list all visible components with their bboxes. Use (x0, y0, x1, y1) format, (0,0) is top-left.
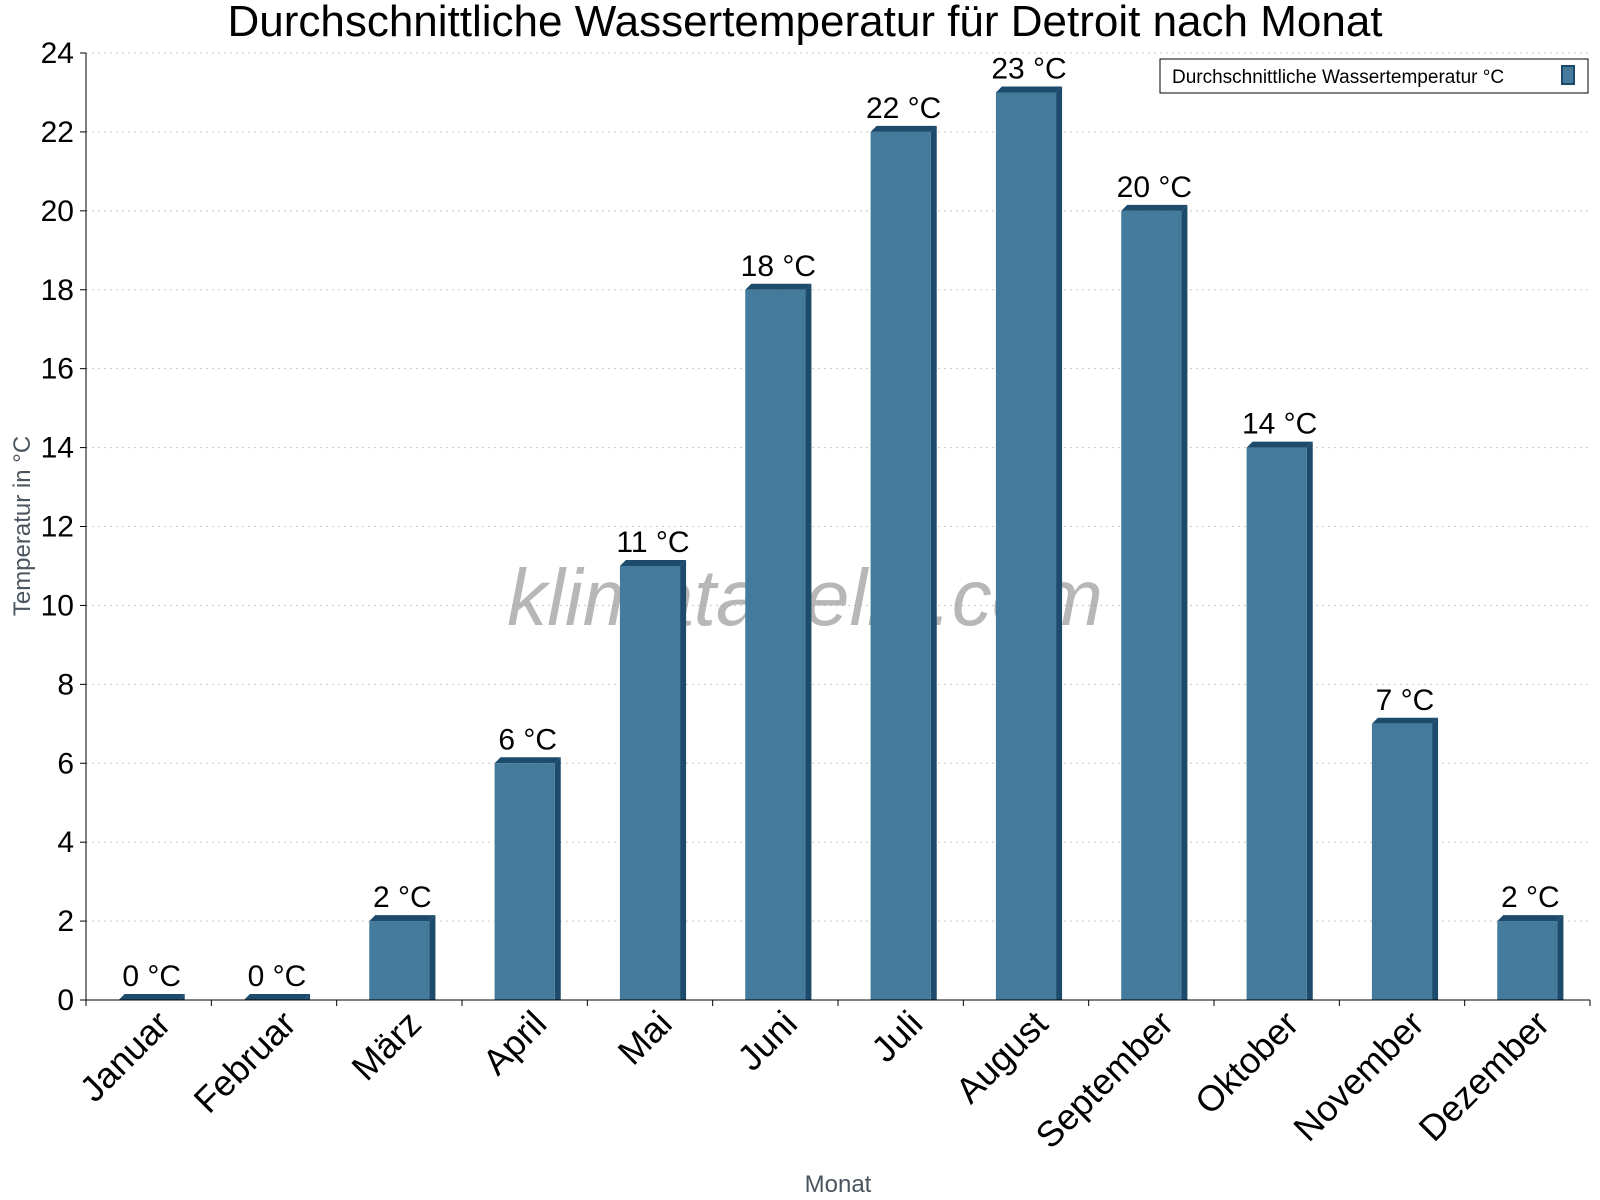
y-tick-label: 12 (41, 511, 74, 544)
bar-top (619, 559, 687, 566)
bar-side (1432, 717, 1439, 1000)
y-tick-label: 2 (57, 905, 74, 938)
bars (118, 86, 1564, 1001)
y-tick-label: 8 (57, 668, 74, 701)
x-tick-label: Januar (71, 1003, 178, 1110)
bar-front (870, 131, 931, 1000)
x-axis-title: Monat (805, 1171, 872, 1198)
y-tick-label: 22 (41, 116, 74, 149)
bar-top (745, 283, 812, 290)
bar (995, 86, 1063, 1001)
data-label: 0 °C (122, 960, 181, 993)
data-label: 0 °C (248, 960, 307, 993)
data-label: 18 °C (741, 250, 816, 283)
bar-front (1121, 210, 1182, 1001)
bar-top (1121, 204, 1188, 211)
bar-top (870, 125, 937, 132)
x-axis-ticks: Januar Februar März April Mai Juni Juli AugustS… (71, 1000, 1591, 1157)
y-tick-label: 10 (41, 589, 74, 622)
data-labels: 0 °C 0 °C 2 °C 6 °C 11 °C 18 °C 22 °C 23 °C 20 °… (122, 52, 1559, 993)
bar-side (805, 283, 812, 1000)
bar-front (619, 565, 681, 1000)
bar (1497, 915, 1564, 1000)
data-label: 14 °C (1242, 408, 1317, 441)
bar-front (494, 763, 555, 1000)
bar-top (369, 915, 436, 922)
y-tick-label: 16 (41, 353, 74, 386)
chart-title: Durchschnittliche Wassertemperatur für D… (227, 0, 1382, 46)
y-tick-label: 6 (57, 747, 74, 780)
bar (369, 915, 436, 1000)
legend: Durchschnittliche Wassertemperatur °C (1159, 58, 1589, 94)
x-tick-label: April (474, 1003, 554, 1083)
bar (870, 125, 937, 1000)
data-label: 7 °C (1376, 684, 1435, 717)
y-tick-label: 18 (41, 274, 74, 307)
y-tick-label: 4 (57, 826, 74, 859)
bar (1121, 204, 1188, 1001)
bar-front (1371, 723, 1433, 1000)
bar-front (1497, 921, 1558, 1000)
data-label: 11 °C (616, 526, 689, 559)
data-label: 22 °C (866, 92, 941, 125)
data-label: 2 °C (373, 881, 432, 914)
data-label: 6 °C (498, 723, 557, 756)
bar-top (995, 86, 1063, 93)
bar-top (243, 994, 311, 1000)
bar-front (369, 921, 430, 1000)
bar (118, 994, 185, 1000)
bar (619, 559, 687, 1000)
x-tick-label: August (947, 1003, 1055, 1111)
legend-swatch (1561, 65, 1575, 85)
y-tick-label: 14 (41, 432, 74, 465)
gridlines (86, 52, 1590, 922)
data-label: 20 °C (1117, 171, 1192, 204)
bar-side (1181, 204, 1188, 1001)
bar-side (680, 559, 687, 1000)
x-tick-label: Dezember (1411, 1003, 1557, 1149)
legend-label: Durchschnittliche Wassertemperatur °C (1172, 67, 1504, 88)
legend-box (1159, 58, 1589, 94)
x-tick-label: März (343, 1003, 429, 1089)
bar-front (995, 92, 1057, 1001)
bar-front (745, 289, 806, 1000)
bar (745, 283, 812, 1000)
y-axis-title: Temperatur in °C (9, 436, 36, 616)
x-tick-label: Mai (610, 1003, 680, 1073)
bar (494, 757, 561, 1000)
bar-side (429, 915, 436, 1000)
y-tick-label: 24 (41, 37, 74, 70)
bar-top (1497, 915, 1564, 922)
bar-side (1056, 86, 1063, 1001)
y-tick-label: 0 (57, 984, 74, 1017)
x-tick-label: Juli (863, 1003, 930, 1070)
bar (243, 994, 311, 1000)
x-tick-label: Februar (186, 1003, 304, 1121)
bar-side (554, 757, 561, 1000)
bar-side (1306, 441, 1313, 1000)
x-tick-label: November (1285, 1003, 1431, 1149)
y-tick-label: 20 (41, 195, 74, 228)
x-tick-label: Juni (729, 1003, 805, 1079)
bar-top (1371, 717, 1439, 724)
bar-front (1246, 447, 1307, 1000)
bar (1246, 441, 1313, 1000)
x-tick-label: Oktober (1187, 1003, 1307, 1123)
bar-side (1557, 915, 1564, 1000)
data-label: 23 °C (991, 52, 1066, 85)
bar-top (1246, 441, 1313, 448)
bar (1371, 717, 1439, 1000)
bar-top (118, 994, 185, 1000)
data-label: 2 °C (1501, 881, 1560, 914)
x-tick-label: September (1027, 1003, 1181, 1157)
bar-top (494, 757, 561, 764)
bar-side (930, 125, 937, 1000)
